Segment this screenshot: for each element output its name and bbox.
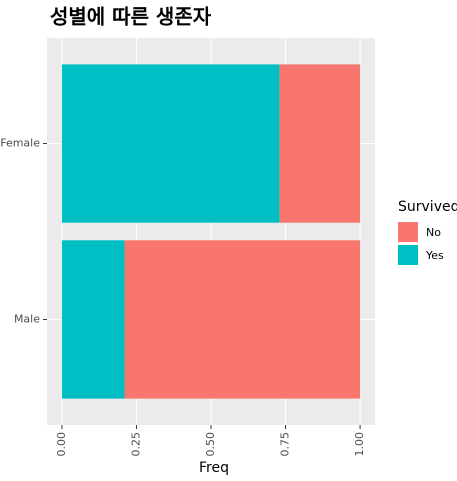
bar-segment	[61, 240, 125, 399]
legend-title: Survived	[398, 199, 457, 215]
x-tick-label: 0.00	[55, 432, 68, 457]
x-axis-label: Freq	[199, 460, 229, 476]
x-tick-label: 0.25	[129, 432, 142, 457]
bar-segment	[61, 64, 280, 223]
bar-segment	[124, 240, 361, 399]
x-tick-label: 1.00	[353, 432, 366, 457]
x-tick-label: 0.50	[204, 432, 217, 457]
chart-title: 성별에 따른 생존자	[50, 5, 212, 29]
legend-label: Yes	[425, 249, 444, 262]
x-tick-label: 0.75	[279, 432, 292, 457]
y-tick-label: Male	[14, 312, 40, 325]
y-tick-label: Female	[0, 137, 40, 150]
legend-label: No	[426, 226, 441, 239]
bar-segment	[279, 64, 361, 223]
legend-swatch	[398, 245, 418, 265]
legend-swatch	[398, 222, 418, 242]
